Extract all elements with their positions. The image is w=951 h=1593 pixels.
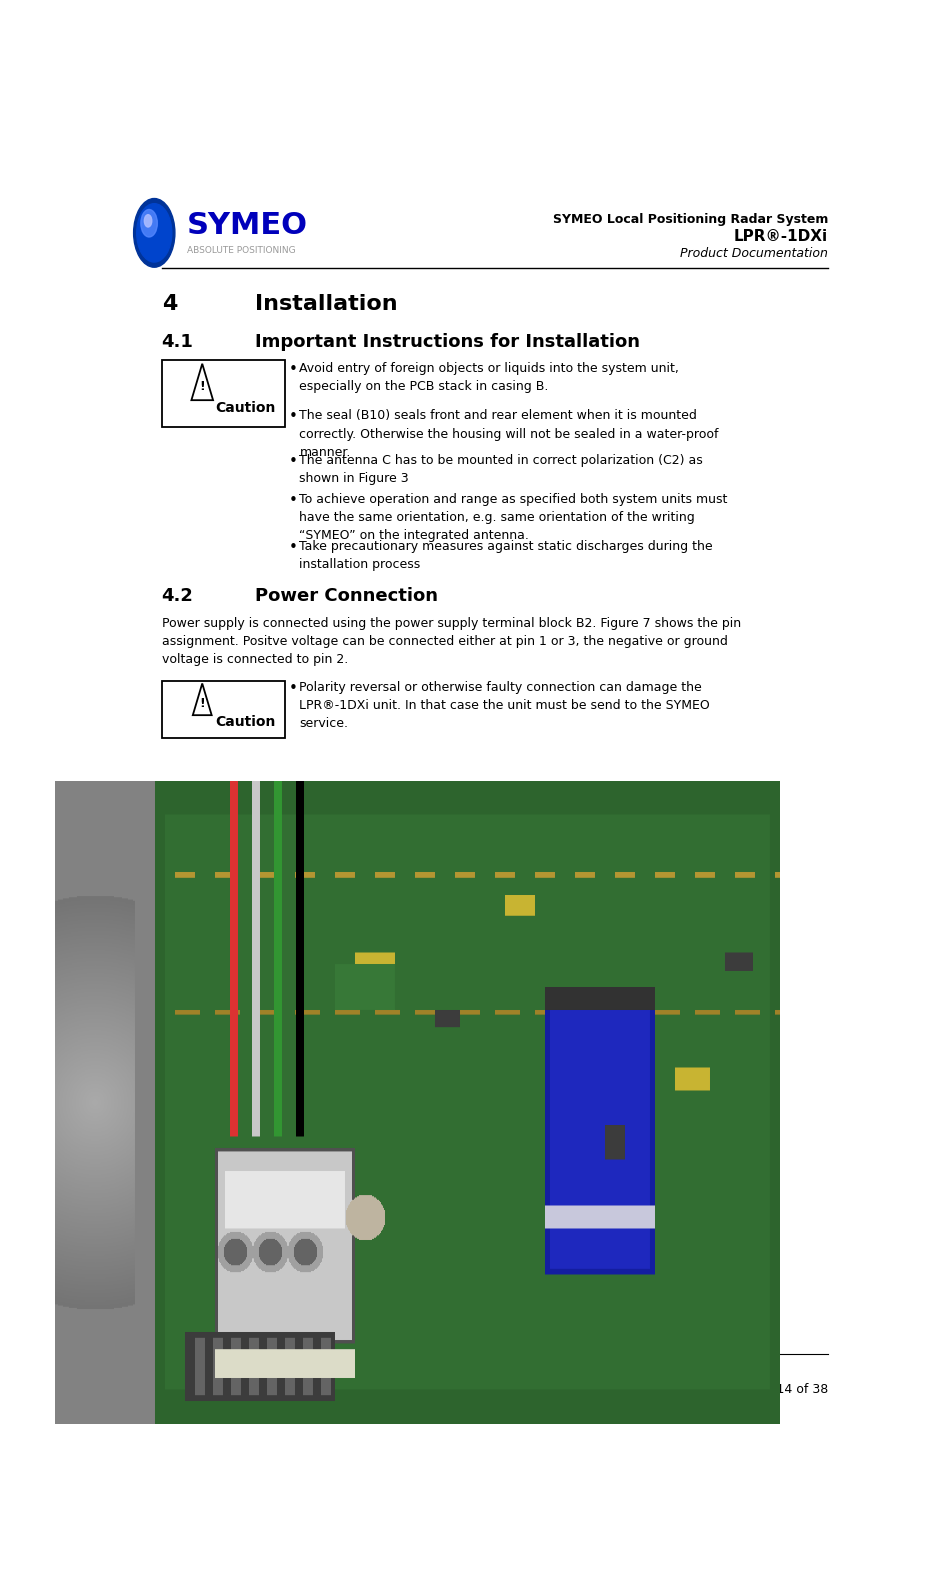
Text: Copyright © Symeo GmbH 2014: Copyright © Symeo GmbH 2014 [162, 1373, 385, 1386]
Text: The antenna C has to be mounted in correct polarization (C2) as: The antenna C has to be mounted in corre… [300, 454, 703, 467]
Text: have the same orientation, e.g. same orientation of the writing: have the same orientation, e.g. same ori… [300, 511, 695, 524]
FancyBboxPatch shape [162, 680, 284, 738]
Text: especially on the PCB stack in casing B.: especially on the PCB stack in casing B. [300, 379, 549, 393]
Text: The seal (B10) seals front and rear element when it is mounted: The seal (B10) seals front and rear elem… [300, 409, 697, 422]
Text: voltage is connected to pin 2.: voltage is connected to pin 2. [162, 653, 348, 666]
Polygon shape [193, 683, 212, 715]
Circle shape [137, 204, 172, 263]
Text: Installation: Installation [255, 295, 398, 314]
Text: !: ! [200, 379, 205, 393]
Circle shape [133, 199, 175, 268]
Text: Polarity reversal or otherwise faulty connection can damage the: Polarity reversal or otherwise faulty co… [300, 680, 702, 693]
FancyBboxPatch shape [162, 360, 284, 427]
Text: “SYMEO” on the integrated antenna.: “SYMEO” on the integrated antenna. [300, 529, 530, 542]
Circle shape [145, 215, 152, 228]
Text: •: • [288, 680, 298, 696]
Text: •: • [288, 492, 298, 508]
Text: Caution: Caution [215, 401, 276, 416]
Text: Avoid entry of foreign objects or liquids into the system unit,: Avoid entry of foreign objects or liquid… [300, 362, 679, 374]
Text: !: ! [200, 696, 205, 709]
Text: To achieve operation and range as specified both system units must: To achieve operation and range as specif… [300, 492, 728, 507]
Text: •: • [288, 540, 298, 554]
Text: Figure 7: Power supply terminal block B2: Figure 7: Power supply terminal block B2 [162, 1298, 418, 1311]
Text: Product Documentation: Product Documentation [680, 247, 828, 260]
Text: LPR®-1DXi: LPR®-1DXi [734, 229, 828, 244]
Text: 4.1: 4.1 [162, 333, 193, 352]
Text: correctly. Otherwise the housing will not be sealed in a water-proof: correctly. Otherwise the housing will no… [300, 427, 719, 441]
Text: assignment. Positve voltage can be connected either at pin 1 or 3, the negative : assignment. Positve voltage can be conne… [162, 636, 728, 648]
Text: SYMEO Local Positioning Radar System: SYMEO Local Positioning Radar System [553, 213, 828, 226]
Text: 4.2: 4.2 [162, 588, 193, 605]
Text: 4: 4 [162, 295, 177, 314]
Polygon shape [191, 363, 213, 400]
Text: SYMEO: SYMEO [186, 210, 308, 241]
Text: •: • [288, 454, 298, 468]
Text: Installation: Installation [448, 1354, 527, 1368]
Text: •: • [288, 409, 298, 424]
Text: shown in Figure 3: shown in Figure 3 [300, 472, 409, 484]
Text: •: • [288, 362, 298, 376]
Text: Caution: Caution [215, 715, 276, 730]
Text: Page 14 of 38: Page 14 of 38 [742, 1383, 828, 1397]
Text: ABSOLUTE POSITIONING: ABSOLUTE POSITIONING [186, 245, 296, 255]
Text: installation process: installation process [300, 558, 420, 570]
Text: manner.: manner. [300, 446, 351, 459]
Circle shape [141, 210, 157, 237]
Text: Power Connection: Power Connection [255, 588, 438, 605]
Text: Important Instructions for Installation: Important Instructions for Installation [255, 333, 640, 352]
Text: service.: service. [300, 717, 348, 730]
Text: Power supply is connected using the power supply terminal block B2. Figure 7 sho: Power supply is connected using the powe… [162, 616, 741, 629]
Text: Take precautionary measures against static discharges during the: Take precautionary measures against stat… [300, 540, 713, 553]
Text: LPR®-1DXi unit. In that case the unit must be send to the SYMEO: LPR®-1DXi unit. In that case the unit mu… [300, 699, 710, 712]
